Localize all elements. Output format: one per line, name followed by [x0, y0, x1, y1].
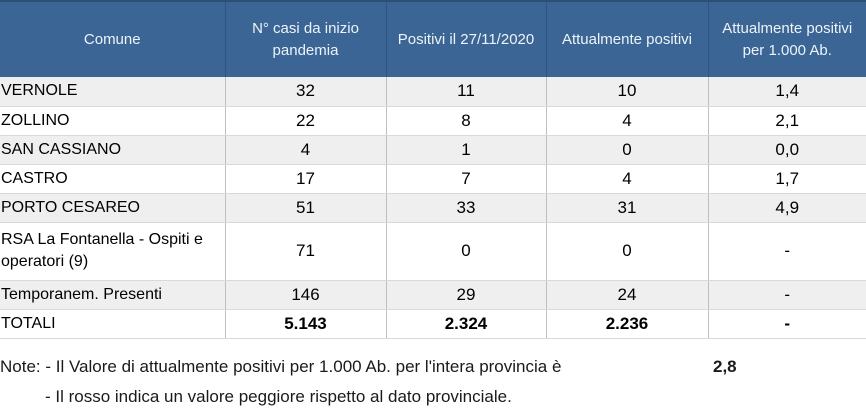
row-label: Temporanem. Presenti — [0, 280, 226, 310]
header-attualmente-positivi: Attualmente positivi — [545, 1, 708, 77]
table-row-vernole: VERNOLE 32 11 10 1,4 — [0, 77, 866, 107]
table-row-rsa-la-fontanella: RSA La Fontanella - Ospiti e operatori (… — [0, 222, 866, 281]
cell-attualmente: 24 — [546, 280, 709, 310]
cell-casi: 4 — [225, 135, 387, 165]
table-row-porto-cesareo: PORTO CESAREO 51 33 31 4,9 — [0, 193, 866, 223]
note-line-2: - Il rosso indica un valore peggiore ris… — [45, 386, 512, 406]
header-casi-totali: N° casi da inizio pandemia — [224, 1, 386, 77]
cell-positivi-giorno: 0 — [386, 222, 547, 281]
note-line-1-text: Note: - Il Valore di attualmente positiv… — [0, 356, 562, 376]
cell-per-1000: 2,1 — [708, 106, 866, 136]
cell-casi: 5.143 — [225, 309, 387, 339]
cell-casi: 32 — [225, 77, 387, 107]
province-value: 2,8 — [713, 356, 737, 376]
cell-positivi-giorno: 11 — [386, 77, 547, 107]
header-comune: Comune — [0, 1, 225, 77]
table-header: Comune N° casi da inizio pandemia Positi… — [0, 1, 866, 77]
cell-attualmente: 0 — [546, 135, 709, 165]
cell-positivi-giorno: 29 — [386, 280, 547, 310]
row-label: CASTRO — [0, 164, 226, 194]
cell-per-1000-highlighted: 4,9 — [708, 193, 866, 223]
cell-attualmente: 4 — [546, 106, 709, 136]
cell-attualmente: 31 — [546, 193, 709, 223]
cell-per-1000: 1,7 — [708, 164, 866, 194]
cell-per-1000: - — [708, 222, 866, 281]
table-row-zollino: ZOLLINO 22 8 4 2,1 — [0, 106, 866, 136]
cell-positivi-giorno: 1 — [386, 135, 547, 165]
cell-attualmente: 2.236 — [546, 309, 709, 339]
table-row-san-cassiano: SAN CASSIANO 4 1 0 0,0 — [0, 135, 866, 165]
row-label: ZOLLINO — [0, 106, 226, 136]
row-label: TOTALI — [0, 309, 226, 339]
cell-casi: 22 — [225, 106, 387, 136]
cell-positivi-giorno: 33 — [386, 193, 547, 223]
cell-positivi-giorno: 2.324 — [386, 309, 547, 339]
cell-per-1000: 1,4 — [708, 77, 866, 107]
row-label: PORTO CESAREO — [0, 193, 226, 223]
note-line-1: Note: - Il Valore di attualmente positiv… — [0, 352, 866, 382]
header-positivi-per-1000: Attualmente positivi per 1.000 Ab. — [707, 1, 866, 77]
table-body: VERNOLE 32 11 10 1,4 ZOLLINO 22 8 4 2,1 … — [0, 77, 866, 339]
row-label: RSA La Fontanella - Ospiti e operatori (… — [0, 222, 226, 281]
table-row-totali: TOTALI 5.143 2.324 2.236 - — [0, 309, 866, 339]
cell-per-1000: 0,0 — [708, 135, 866, 165]
notes-section: Note: - Il Valore di attualmente positiv… — [0, 352, 866, 412]
covid-cases-table: Comune N° casi da inizio pandemia Positi… — [0, 0, 866, 339]
cell-attualmente: 0 — [546, 222, 709, 281]
header-positivi-giorno: Positivi il 27/11/2020 — [385, 1, 546, 77]
cell-per-1000: - — [708, 309, 866, 339]
cell-positivi-giorno: 7 — [386, 164, 547, 194]
cell-casi: 146 — [225, 280, 387, 310]
table-row-temporaneamente-presenti: Temporanem. Presenti 146 29 24 - — [0, 280, 866, 310]
cell-casi: 71 — [225, 222, 387, 281]
cell-positivi-giorno: 8 — [386, 106, 547, 136]
cell-attualmente: 10 — [546, 77, 709, 107]
cell-attualmente: 4 — [546, 164, 709, 194]
row-label: SAN CASSIANO — [0, 135, 226, 165]
row-label: VERNOLE — [0, 77, 226, 107]
table-row-castro: CASTRO 17 7 4 1,7 — [0, 164, 866, 194]
cell-casi: 17 — [225, 164, 387, 194]
cell-per-1000: - — [708, 280, 866, 310]
cell-casi: 51 — [225, 193, 387, 223]
